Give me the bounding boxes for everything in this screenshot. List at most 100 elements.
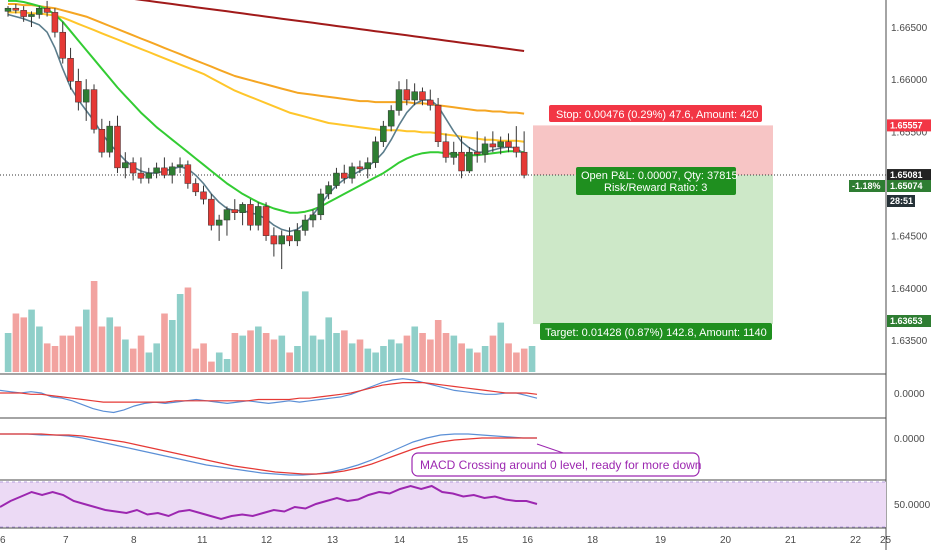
volume-bar (239, 335, 246, 372)
volume-bar (497, 322, 505, 372)
candle-body (333, 172, 340, 186)
candle-body (520, 151, 528, 176)
candle-body (348, 166, 356, 179)
macd-signal-line (0, 433, 537, 475)
volume-bar (489, 335, 497, 372)
candle-body (67, 58, 74, 82)
time-tick-label: 21 (785, 535, 797, 546)
volume-bar (278, 335, 286, 372)
candle-body (419, 91, 426, 101)
rsi-axis-label: 50.0000 (894, 500, 931, 511)
candle-body (184, 164, 192, 184)
volume-bar (380, 346, 387, 372)
volume-bar (458, 343, 465, 372)
candle-body (270, 235, 278, 245)
time-tick-label: 20 (720, 535, 732, 546)
time-tick-label: 12 (261, 535, 273, 546)
price-tag-label: 1.65081 (890, 170, 923, 180)
candle-body (51, 12, 59, 33)
rsi-line (0, 484, 538, 521)
candle-body (458, 151, 465, 172)
volume-bar (184, 287, 192, 372)
volume-bar (341, 330, 348, 372)
volume-bar (4, 333, 12, 372)
macd-annotation[interactable]: MACD Crossing around 0 level, ready for … (411, 443, 701, 477)
time-tick-label: 25 (880, 535, 892, 546)
candle-body (341, 172, 348, 179)
candle-body (106, 125, 113, 153)
candles (4, 0, 528, 270)
time-tick-label: 14 (394, 535, 406, 546)
stop-label: Stop: 0.00476 (0.29%) 47.6, Amount: 420 (556, 109, 758, 121)
sub-panel-axes: 0.0000 0.0000 50.0000 (894, 389, 931, 511)
candle-body (82, 89, 90, 103)
candle-body (129, 162, 137, 174)
target-label-box[interactable]: Target: 0.01428 (0.87%) 142.8, Amount: 1… (540, 323, 772, 340)
volume-bar (294, 346, 301, 372)
price-tag-background (849, 180, 885, 192)
candle-body (317, 193, 325, 216)
macd-panel (0, 433, 537, 476)
volume-bar (474, 352, 481, 372)
candle-body (153, 167, 160, 174)
volume-bar (153, 343, 160, 372)
candle-body (114, 125, 121, 169)
volume-bar (255, 326, 262, 372)
take-profit-zone (533, 175, 773, 325)
oscillator-axis-label: 0.0000 (894, 389, 925, 400)
volume-bar (145, 352, 153, 372)
candle-body (372, 141, 379, 163)
price-tag-label: 1.65074 (890, 181, 923, 191)
candle-body (231, 209, 239, 213)
volume-bars (4, 281, 536, 372)
position-zones[interactable] (533, 125, 773, 325)
price-tick-label: 1.64000 (891, 284, 928, 295)
volume-bar (301, 291, 309, 372)
volume-bar (395, 343, 403, 372)
volume-bar (200, 343, 207, 372)
rsi-panel-background (0, 482, 886, 527)
price-tag-label: 28:51 (890, 196, 913, 206)
candle-body (43, 7, 51, 13)
candle-body (137, 172, 145, 179)
candle-body (387, 110, 395, 127)
volume-bar (411, 326, 419, 372)
volume-bar (520, 348, 528, 372)
oscillator-fast-line (0, 378, 538, 414)
volume-bar (75, 326, 82, 372)
annotation-text: MACD Crossing around 0 level, ready for … (420, 458, 701, 472)
volume-bar (372, 352, 379, 372)
time-tick-label: 6 (0, 535, 6, 546)
time-axis[interactable]: 6 7 8 11 12 13 14 15 16 18 19 20 21 22 25 (0, 535, 892, 546)
candle-body (450, 151, 457, 158)
price-tag-label: -1.18% (852, 181, 881, 191)
price-tag-background (887, 180, 931, 192)
candle-body (247, 204, 254, 226)
macd-line (0, 433, 537, 476)
open-pl-box[interactable]: Open P&L: 0.00007, Qty: 37815 Risk/Rewar… (576, 167, 738, 195)
candle-body (278, 235, 285, 245)
candle-body (168, 166, 176, 176)
price-tag-background (887, 315, 931, 327)
ema-maroon-line (134, 0, 525, 52)
candle-body (286, 235, 293, 242)
candle-body (145, 172, 153, 179)
volume-bar (169, 320, 176, 372)
volume-bar (270, 339, 278, 372)
candle-body (301, 219, 309, 231)
volume-bar (59, 335, 67, 372)
stop-label-box[interactable]: Stop: 0.00476 (0.29%) 47.6, Amount: 420 (549, 105, 762, 122)
price-tag-background (887, 169, 931, 182)
price-tick-label: 1.65500 (891, 127, 928, 138)
candle-body (505, 141, 512, 148)
volume-bar (505, 343, 512, 372)
volume-bar (309, 335, 317, 372)
volume-bar (427, 339, 434, 372)
volume-bar (176, 294, 184, 372)
time-tick-label: 16 (522, 535, 534, 546)
volume-bar (403, 335, 411, 372)
candle-body (161, 167, 168, 176)
candle-body (481, 143, 489, 155)
volume-bar (262, 333, 270, 372)
